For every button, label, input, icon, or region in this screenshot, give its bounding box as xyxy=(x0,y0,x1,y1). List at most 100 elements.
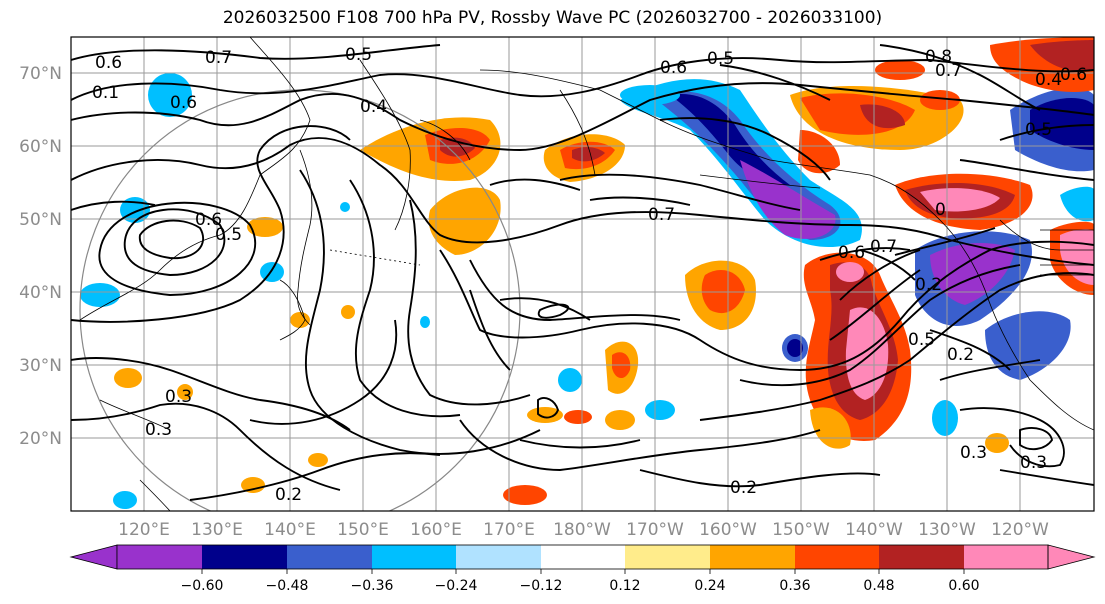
contour-label: 0.2 xyxy=(947,345,974,365)
contour-label: 0.5 xyxy=(345,45,372,65)
contour-label: 0.5 xyxy=(707,49,734,69)
colorbar-tick-label: −0.60 xyxy=(181,578,224,594)
latitude-label: 30°N xyxy=(19,356,62,376)
colorbar-segment xyxy=(541,545,625,569)
colorbar-extend-low xyxy=(69,544,118,570)
negative-anomaly-small xyxy=(787,339,803,357)
colorbar-tick-label: 0.24 xyxy=(694,578,725,594)
colorbar-tick-label: 0.60 xyxy=(948,578,979,594)
colorbar-tick-label: 0.12 xyxy=(609,578,640,594)
positive-anomaly-alaska-core xyxy=(860,104,905,129)
colorbar: −0.60 −0.48 −0.36 −0.24 −0.12 0.12 0.24 … xyxy=(69,544,1096,594)
contour-label: 0.7 xyxy=(870,237,897,257)
longitude-axis: 120°E 130°E 140°E 150°E 160°E 170°E 180°… xyxy=(118,520,1049,540)
positive-anomaly-small xyxy=(341,305,355,319)
colorbar-tick-label: −0.12 xyxy=(520,578,563,594)
positive-anomaly-small xyxy=(290,312,310,328)
positive-anomaly-peak xyxy=(836,262,864,282)
colorbar-segment xyxy=(710,545,795,569)
negative-anomaly-arctic-ne-core xyxy=(1030,98,1094,150)
negative-anomaly-small xyxy=(558,368,582,392)
contour-label: 0.8 xyxy=(925,47,952,67)
longitude-label: 130°E xyxy=(191,520,243,540)
colorbar-segment xyxy=(795,545,879,569)
positive-anomaly-small xyxy=(114,368,142,388)
negative-anomaly-small xyxy=(620,85,680,105)
longitude-label: 130°W xyxy=(918,520,976,540)
map-title: 2026032500 F108 700 hPa PV, Rossby Wave … xyxy=(222,8,883,28)
latitude-label: 70°N xyxy=(19,64,62,84)
longitude-label: 170°W xyxy=(626,520,684,540)
colorbar-extend-high xyxy=(1047,544,1096,570)
colorbar-tick-label: 0.48 xyxy=(863,578,894,594)
contour-label: 0.6 xyxy=(660,58,687,78)
negative-anomaly-small xyxy=(340,202,350,212)
latitude-label: 20°N xyxy=(19,429,62,449)
negative-anomaly-baja xyxy=(985,311,1071,380)
positive-anomaly-bc-peak xyxy=(920,188,1000,212)
contour-label: 0.1 xyxy=(92,83,119,103)
colorbar-segment xyxy=(625,545,710,569)
longitude-label: 140°E xyxy=(264,520,316,540)
contour-label: 0.3 xyxy=(1020,453,1047,473)
map-frame xyxy=(70,36,1095,512)
longitude-label: 120°E xyxy=(118,520,170,540)
contour-label: 0.6 xyxy=(170,93,197,113)
positive-anomaly-small xyxy=(875,60,925,80)
contour-label: 0.5 xyxy=(908,330,935,350)
positive-anomaly-okhotsk-core xyxy=(440,137,475,157)
latitude-axis: 70°N 60°N 50°N 40°N 30°N 20°N xyxy=(19,64,62,449)
positive-anomaly-small xyxy=(527,407,563,423)
positive-anomaly-small xyxy=(177,384,193,400)
longitude-label: 160°E xyxy=(410,520,462,540)
longitude-label: 180°W xyxy=(553,520,611,540)
negative-anomaly-east-edge xyxy=(1060,186,1094,222)
negative-anomaly-small xyxy=(932,400,958,436)
positive-anomaly-small xyxy=(564,410,592,424)
contour-labels: 0.6 0.7 0.5 0.4 0.1 0.6 0.4 0.6 0.5 0.8 … xyxy=(92,45,1087,505)
positive-anomaly-small xyxy=(247,217,283,237)
contour-label: 0.6 xyxy=(838,243,865,263)
latitude-label: 60°N xyxy=(19,137,62,157)
colorbar-tick-label: −0.48 xyxy=(266,578,309,594)
longitude-label: 150°W xyxy=(772,520,830,540)
negative-anomaly-small xyxy=(113,491,137,509)
contour-label: 0.5 xyxy=(215,225,242,245)
positive-anomaly-small xyxy=(605,410,635,430)
negative-anomaly-small xyxy=(80,283,120,307)
positive-anomaly-bering-core xyxy=(572,147,605,162)
positive-anomaly-alaska-west xyxy=(798,130,840,174)
contour-label: 0.4 xyxy=(1035,70,1062,90)
colorbar-segment xyxy=(117,545,202,569)
longitude-label: 160°W xyxy=(699,520,757,540)
latitude-label: 50°N xyxy=(19,210,62,230)
contour-label: 0.7 xyxy=(648,205,675,225)
negative-anomaly-small xyxy=(645,400,675,420)
contour-label: 0.7 xyxy=(205,48,232,68)
contour-label: 0.6 xyxy=(195,210,222,230)
latitude-label: 40°N xyxy=(19,283,62,303)
colorbar-tick-label: 0.36 xyxy=(779,578,810,594)
positive-anomaly-small xyxy=(985,433,1009,453)
contour-label: 0.6 xyxy=(95,53,122,73)
colorbar-tick-label: −0.24 xyxy=(435,578,478,594)
colorbar-segment xyxy=(202,545,287,569)
positive-anomaly-northeast-core xyxy=(1030,40,1094,72)
contour-label: 0.3 xyxy=(145,420,172,440)
contour-label: 0.4 xyxy=(360,97,387,117)
negative-anomaly-west-coast-core xyxy=(930,243,1015,305)
contour-label: 0.3 xyxy=(960,443,987,463)
colorbar-tick-label: −0.36 xyxy=(351,578,394,594)
contour-label: 0.6 xyxy=(1060,65,1087,85)
positive-anomaly-small xyxy=(503,485,547,505)
colorbar-segment xyxy=(964,545,1048,569)
contour-label: 0.3 xyxy=(165,387,192,407)
contour-label: 0 xyxy=(935,200,946,220)
longitude-label: 140°W xyxy=(845,520,903,540)
colorbar-segment xyxy=(879,545,964,569)
contour-label: 0.7 xyxy=(935,61,962,81)
map-grid xyxy=(71,37,1094,511)
contour-label: 0.2 xyxy=(730,478,757,498)
pv-contours xyxy=(71,44,1094,501)
